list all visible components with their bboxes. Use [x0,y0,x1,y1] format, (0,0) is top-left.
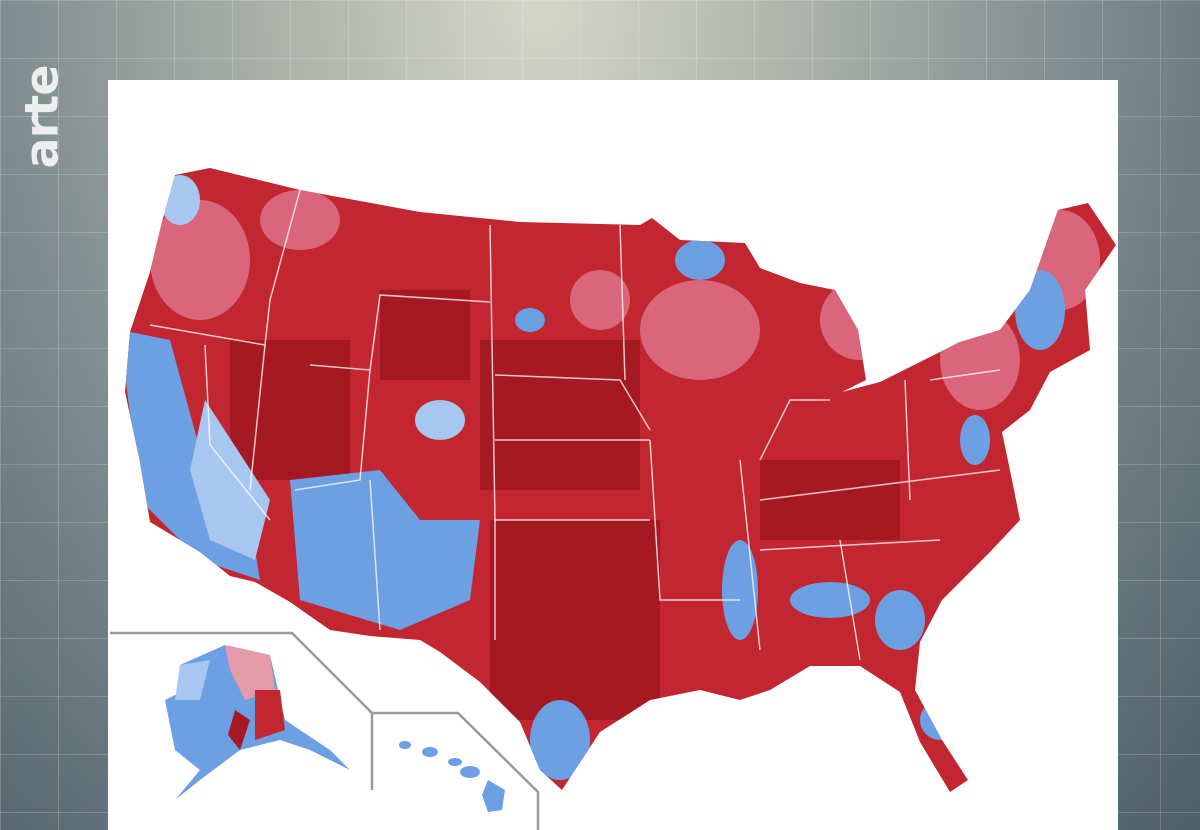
inset-frames [110,631,540,830]
alaska [165,645,350,800]
hawaii [399,741,505,812]
